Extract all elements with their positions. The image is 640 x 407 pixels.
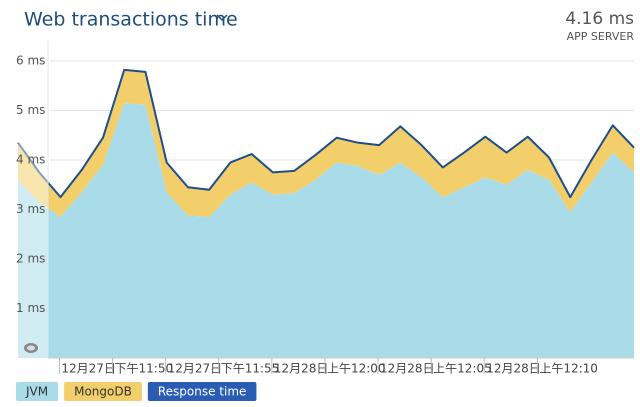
legend-swatch — [147, 382, 257, 401]
x-tick-label: 下午11:55 — [221, 362, 280, 376]
legend-item[interactable]: MongoDB — [64, 382, 142, 401]
y-tick-label: 5 ms — [16, 103, 45, 117]
legend-item[interactable]: Response time — [147, 382, 257, 401]
legend-label: MongoDB — [74, 385, 132, 399]
y-tick-label: 2 ms — [16, 252, 45, 266]
legend-item[interactable]: JVM — [16, 382, 59, 401]
x-tick-label: 上午12:05 — [433, 362, 492, 376]
x-tick-label: 12月28日 — [380, 362, 435, 376]
chart-title: Web transactions time — [24, 9, 238, 31]
selection-overlay — [18, 41, 48, 358]
response-line — [17, 68, 635, 199]
legend-swatch — [64, 382, 142, 401]
x-tick-label: 上午12:00 — [327, 362, 386, 376]
y-tick-label: 6 ms — [16, 54, 45, 68]
summary-value: 4.16 ms — [565, 9, 634, 29]
x-tick-label: 12月27日 — [61, 362, 116, 376]
handle-icon-inner — [27, 345, 35, 351]
x-tick-label: 12月28日 — [274, 362, 329, 376]
area — [18, 69, 634, 217]
plot-area — [17, 41, 635, 358]
x-tick-label: 12月28日 — [486, 362, 541, 376]
x-tick-label: 上午12:10 — [539, 362, 598, 376]
legend-label: JVM — [25, 385, 48, 399]
y-tick-label: 4 ms — [16, 153, 45, 167]
area — [18, 103, 634, 358]
dropdown-chevron[interactable] — [216, 14, 228, 22]
x-tick-label: 12月27日 — [168, 362, 223, 376]
x-tick-label: 下午11:50 — [115, 362, 174, 376]
legend-label: Response time — [158, 385, 247, 399]
y-tick-label: 3 ms — [16, 202, 45, 216]
summary-label: APP SERVER — [567, 30, 635, 43]
legend-swatch — [16, 382, 59, 401]
y-tick-label: 1 ms — [16, 301, 45, 315]
